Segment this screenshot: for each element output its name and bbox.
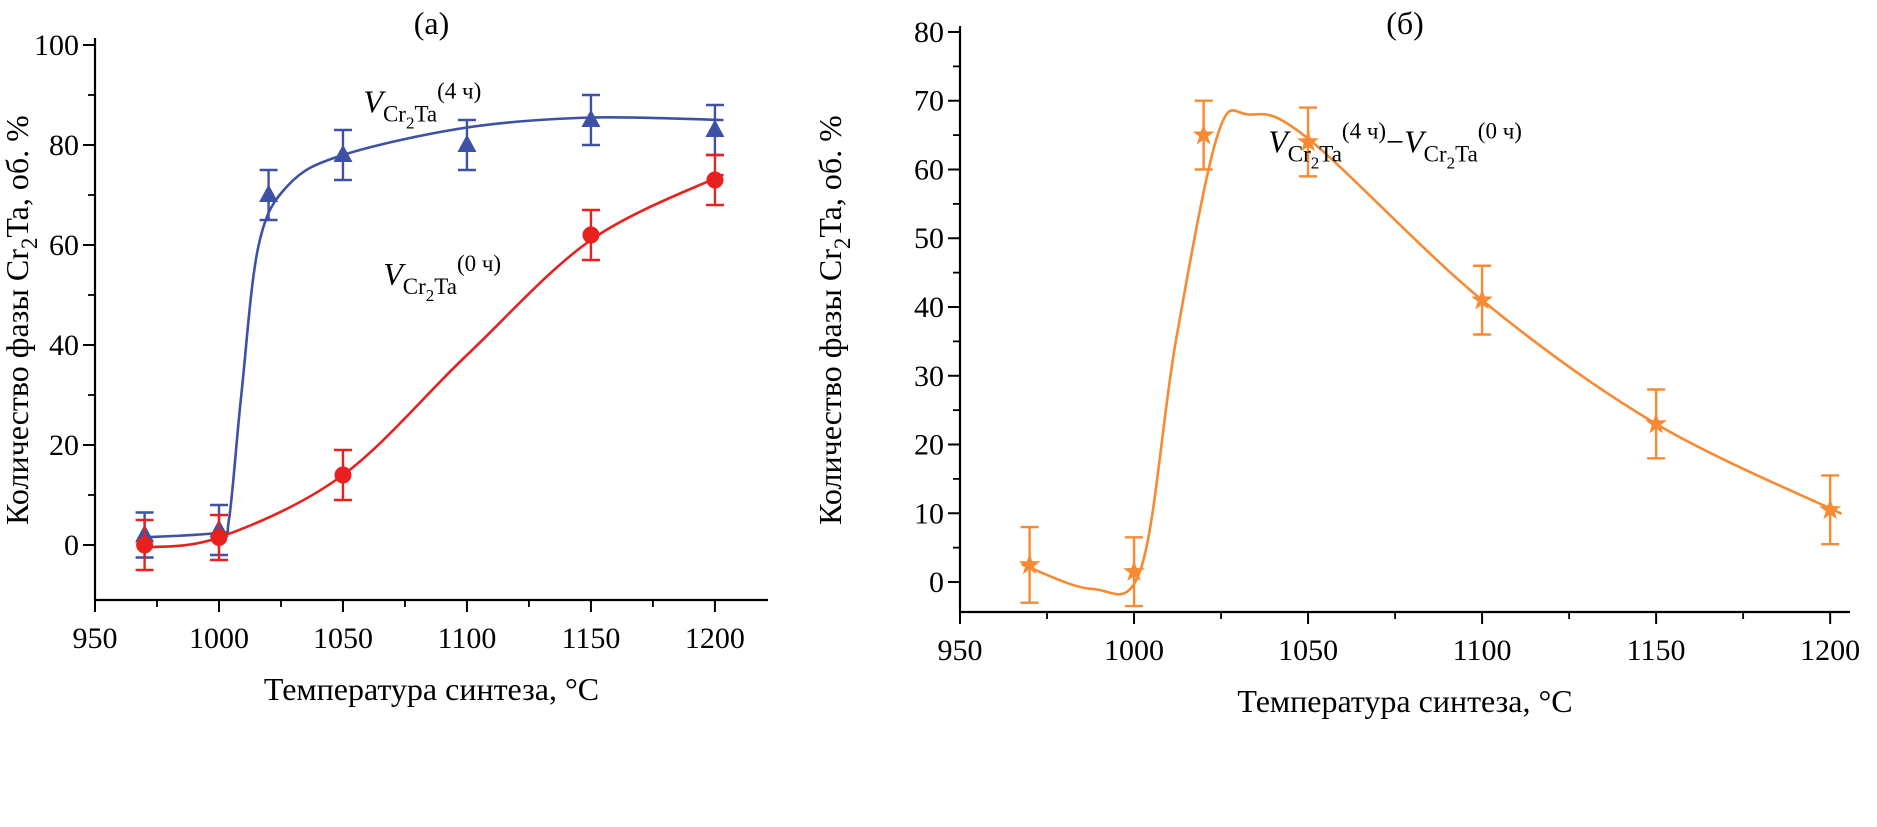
x-tick-label: 1150 <box>562 622 621 655</box>
y-tick-label: 40 <box>914 291 944 324</box>
y-tick-label: 80 <box>914 16 944 49</box>
series-curve <box>138 173 724 549</box>
x-axis-title: Температура синтеза, °C <box>1237 683 1572 719</box>
x-tick-label: 1150 <box>1627 634 1686 667</box>
x-tick-label: 1100 <box>1453 634 1512 667</box>
data-point-marker-star <box>1018 553 1041 575</box>
y-tick-label: 40 <box>49 329 79 362</box>
x-tick-label: 1000 <box>189 622 249 655</box>
x-tick-label: 1000 <box>1104 634 1164 667</box>
data-point-marker-star <box>1297 130 1319 152</box>
chart-a: 950 1000 1050 1100 1150 1200 0 20 40 60 80 100 (а) Те… <box>0 0 795 827</box>
data-point-marker-circle <box>136 536 154 554</box>
data-point-marker-triangle <box>705 119 725 137</box>
x-tick-label: 950 <box>73 622 118 655</box>
data-point-marker-circle <box>706 171 724 189</box>
data-point-marker-star <box>1819 498 1842 520</box>
chart-a-canvas: 950 1000 1050 1100 1150 1200 0 20 40 60 80 100 (а) Те… <box>0 0 795 827</box>
data-point-marker-star <box>1192 123 1215 145</box>
series-label-annotation: VCr2Ta(0 ч) <box>383 251 501 305</box>
x-tick-label: 1100 <box>438 622 497 655</box>
data-point-marker-star <box>1471 288 1493 310</box>
data-point-marker-circle <box>210 529 228 546</box>
series-label-annotation: VCr2Ta(4 ч)−VCr2Ta(0 ч) <box>1268 118 1522 172</box>
y-tick-label: 20 <box>49 429 79 462</box>
y-tick-label: 10 <box>914 497 944 530</box>
y-axis-title: Количество фазы Cr2Ta, об. % <box>812 115 855 525</box>
y-tick-label: 70 <box>914 85 944 118</box>
x-tick-label: 1050 <box>1278 634 1338 667</box>
series-label-annotation: VCr2Ta(4 ч) <box>363 79 481 133</box>
data-point-marker-triangle <box>333 144 353 162</box>
series-curve <box>1021 109 1842 596</box>
chart-title: (б) <box>1386 5 1424 41</box>
x-tick-label: 950 <box>938 634 983 667</box>
chart-b-canvas: 950 1000 1050 1100 1150 1200 0 10 20 30 40 50 60 70 80… <box>795 0 1877 827</box>
y-tick-label: 80 <box>49 129 79 162</box>
chart-title: (а) <box>414 5 450 41</box>
x-axis-title: Температура синтеза, °C <box>264 671 599 707</box>
y-tick-label: 0 <box>929 566 944 599</box>
data-point-marker-star <box>1123 560 1145 581</box>
series-curve <box>138 115 724 539</box>
y-tick-label: 100 <box>34 29 79 62</box>
y-tick-label: 30 <box>914 360 944 393</box>
chart-b: 950 1000 1050 1100 1150 1200 0 10 20 30 40 50 60 70 80… <box>795 0 1877 827</box>
data-point-marker-triangle <box>457 134 477 152</box>
data-point-marker-circle <box>334 466 352 484</box>
data-point-marker-triangle <box>259 184 279 202</box>
data-point-marker-star <box>1645 412 1668 434</box>
y-tick-label: 60 <box>914 153 944 186</box>
y-tick-label: 60 <box>49 229 79 262</box>
x-tick-label: 1200 <box>1800 634 1860 667</box>
x-tick-label: 1050 <box>313 622 373 655</box>
x-tick-label: 1200 <box>685 622 745 655</box>
y-tick-label: 50 <box>914 222 944 255</box>
y-tick-label: 20 <box>914 429 944 462</box>
data-point-marker-triangle <box>581 109 601 127</box>
y-tick-label: 0 <box>64 529 79 562</box>
y-axis-title: Количество фазы Cr2Ta, об. % <box>0 115 42 525</box>
data-point-marker-circle <box>582 226 600 244</box>
